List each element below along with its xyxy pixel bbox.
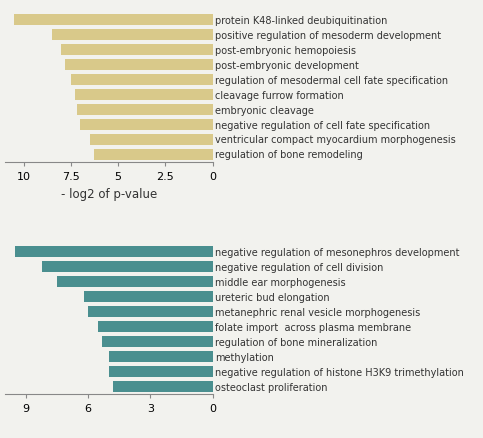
Text: negative regulation of mesonephros development: negative regulation of mesonephros devel… — [215, 247, 459, 257]
Text: post-embryonic development: post-embryonic development — [215, 60, 359, 71]
X-axis label: - log2 of p-value: - log2 of p-value — [60, 187, 157, 200]
Text: osteoclast proliferation: osteoclast proliferation — [215, 382, 327, 392]
Text: methylation: methylation — [215, 352, 274, 362]
Bar — [65, 60, 213, 71]
Bar — [113, 381, 213, 392]
Bar — [80, 120, 213, 131]
Text: protein K48-linked deubiquitination: protein K48-linked deubiquitination — [215, 16, 387, 25]
Bar — [42, 262, 213, 272]
Bar — [57, 277, 213, 287]
Bar — [109, 351, 213, 362]
Text: ventricular compact myocardium morphogenesis: ventricular compact myocardium morphogen… — [215, 135, 455, 145]
Bar — [77, 105, 213, 116]
Bar — [90, 135, 213, 145]
Bar — [109, 367, 213, 377]
Text: middle ear morphogenesis: middle ear morphogenesis — [215, 277, 345, 287]
Text: post-embryonic hemopoiesis: post-embryonic hemopoiesis — [215, 46, 356, 56]
Text: negative regulation of histone H3K9 trimethylation: negative regulation of histone H3K9 trim… — [215, 367, 464, 377]
Text: embryonic cleavage: embryonic cleavage — [215, 105, 314, 115]
Text: cleavage furrow formation: cleavage furrow formation — [215, 90, 344, 100]
Bar — [99, 321, 213, 332]
Bar — [84, 292, 213, 303]
Text: positive regulation of mesoderm development: positive regulation of mesoderm developm… — [215, 31, 441, 41]
Bar — [14, 15, 213, 26]
Text: negative regulation of cell division: negative regulation of cell division — [215, 262, 384, 272]
Bar — [102, 336, 213, 347]
Bar — [61, 45, 213, 56]
Bar — [94, 150, 213, 160]
Text: folate import  across plasma membrane: folate import across plasma membrane — [215, 322, 411, 332]
Text: negative regulation of cell fate specification: negative regulation of cell fate specifi… — [215, 120, 430, 130]
Text: ureteric bud elongation: ureteric bud elongation — [215, 292, 329, 302]
Text: regulation of bone remodeling: regulation of bone remodeling — [215, 150, 363, 160]
Bar — [15, 247, 213, 258]
Bar — [88, 307, 213, 318]
Bar — [71, 75, 213, 86]
Text: metanephric renal vesicle morphogenesis: metanephric renal vesicle morphogenesis — [215, 307, 420, 317]
Text: regulation of mesodermal cell fate specification: regulation of mesodermal cell fate speci… — [215, 75, 448, 85]
Bar — [52, 30, 213, 41]
Text: regulation of bone mineralization: regulation of bone mineralization — [215, 337, 377, 347]
Bar — [75, 90, 213, 101]
